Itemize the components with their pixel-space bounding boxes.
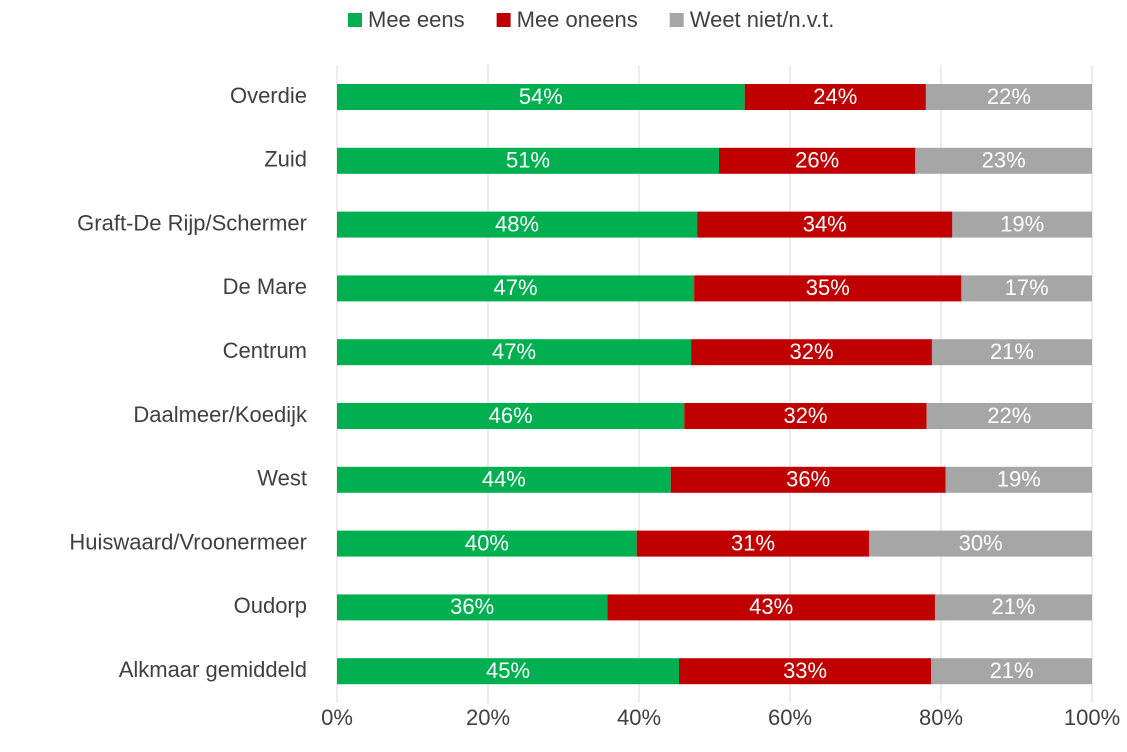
y-tick-label: Graft-De Rijp/Schermer bbox=[77, 210, 307, 235]
bar-segment bbox=[869, 530, 1092, 557]
bar-segment bbox=[337, 594, 608, 621]
y-tick-label: Daalmeer/Koedijk bbox=[133, 402, 308, 427]
data-label: 44% bbox=[482, 467, 526, 492]
y-tick-label: Centrum bbox=[223, 338, 307, 363]
data-label: 30% bbox=[959, 530, 1003, 555]
x-tick-label: 20% bbox=[466, 705, 510, 730]
data-label: 17% bbox=[1005, 275, 1049, 300]
bar-segment bbox=[337, 530, 637, 557]
data-label: 43% bbox=[749, 594, 793, 619]
data-label: 32% bbox=[783, 403, 827, 428]
data-label: 19% bbox=[1000, 211, 1044, 236]
data-label: 22% bbox=[987, 403, 1031, 428]
data-label: 35% bbox=[806, 275, 850, 300]
bar-segment bbox=[744, 84, 926, 110]
y-tick-label: Oudorp bbox=[234, 593, 307, 618]
legend-label: Weet niet/n.v.t. bbox=[690, 7, 835, 32]
bar-segment bbox=[915, 147, 1092, 174]
data-label: 21% bbox=[991, 594, 1035, 619]
data-label: 32% bbox=[789, 339, 833, 364]
data-label: 33% bbox=[783, 658, 827, 683]
legend-label: Mee oneens bbox=[517, 7, 638, 32]
data-label: 51% bbox=[506, 148, 550, 173]
data-label: 26% bbox=[795, 148, 839, 173]
y-tick-label: West bbox=[257, 466, 307, 491]
bar-segment bbox=[694, 275, 962, 302]
bar-segment bbox=[337, 147, 720, 174]
y-tick-label: Zuid bbox=[264, 147, 307, 172]
legend-swatch bbox=[496, 13, 511, 27]
bar-segment bbox=[691, 339, 932, 366]
data-label: 45% bbox=[486, 658, 530, 683]
bar-segment bbox=[945, 466, 1092, 493]
x-tick-label: 40% bbox=[617, 705, 661, 730]
bar-segment bbox=[670, 466, 946, 493]
y-tick-label: Alkmaar gemiddeld bbox=[119, 657, 307, 682]
legend-swatch bbox=[669, 13, 684, 27]
bar-segment bbox=[961, 275, 1092, 302]
data-label: 23% bbox=[982, 148, 1026, 173]
data-label: 21% bbox=[990, 658, 1034, 683]
data-label: 47% bbox=[494, 275, 538, 300]
data-label: 21% bbox=[990, 339, 1034, 364]
data-label: 19% bbox=[997, 467, 1041, 492]
data-label: 36% bbox=[786, 467, 830, 492]
y-tick-label: Huiswaard/Vroonermeer bbox=[69, 529, 307, 554]
bar-segment bbox=[337, 658, 680, 685]
data-label: 22% bbox=[987, 84, 1031, 109]
bar-segment bbox=[337, 275, 695, 302]
bar-segment bbox=[931, 658, 1092, 685]
bar-segment bbox=[337, 466, 671, 493]
data-label: 36% bbox=[450, 594, 494, 619]
bar-segment bbox=[337, 403, 685, 429]
data-label: 31% bbox=[731, 530, 775, 555]
data-label: 48% bbox=[495, 211, 539, 236]
bar-segment bbox=[607, 594, 935, 621]
bar-segment bbox=[934, 594, 1092, 621]
bar-segment bbox=[337, 339, 692, 366]
x-tick-label: 60% bbox=[768, 705, 812, 730]
bar-segment bbox=[684, 403, 927, 429]
data-label: 24% bbox=[813, 84, 857, 109]
bar-segment bbox=[337, 211, 698, 238]
bar-segment bbox=[697, 211, 953, 238]
x-tick-label: 100% bbox=[1064, 705, 1120, 730]
data-label: 54% bbox=[519, 84, 563, 109]
data-label: 40% bbox=[465, 530, 509, 555]
data-label: 34% bbox=[803, 211, 847, 236]
bar-segment bbox=[952, 211, 1092, 238]
data-label: 46% bbox=[489, 403, 533, 428]
legend-swatch bbox=[348, 13, 362, 27]
bar-segment bbox=[925, 84, 1092, 110]
bar-segment bbox=[337, 84, 745, 110]
bar-segment bbox=[636, 530, 870, 557]
bar-segment bbox=[931, 339, 1092, 366]
y-tick-label: Overdie bbox=[230, 83, 307, 108]
x-tick-label: 0% bbox=[321, 705, 353, 730]
y-tick-label: De Mare bbox=[223, 274, 307, 299]
bar-segment bbox=[926, 403, 1092, 429]
data-label: 47% bbox=[492, 339, 536, 364]
x-tick-label: 80% bbox=[919, 705, 963, 730]
bar-segment bbox=[719, 147, 916, 174]
bar-segment bbox=[679, 658, 932, 685]
legend-label: Mee eens bbox=[368, 7, 465, 32]
